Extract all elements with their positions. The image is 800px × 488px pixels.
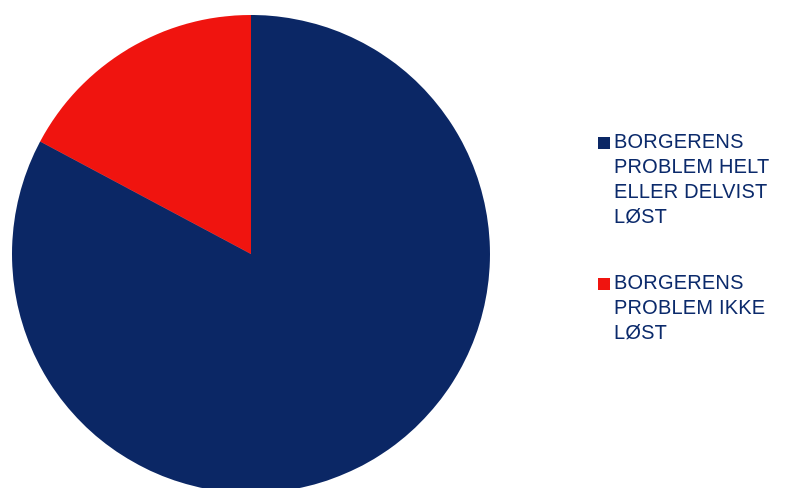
legend-label-problem-solved: BORGERENS PROBLEM HELT ELLER DELVIST LØS… bbox=[614, 131, 770, 228]
legend-item-problem-solved: BORGERENS PROBLEM HELT ELLER DELVIST LØS… bbox=[598, 130, 798, 230]
legend-swatch-problem-not-solved bbox=[598, 278, 610, 290]
legend-item-problem-not-solved: BORGERENS PROBLEM IKKE LØST bbox=[598, 271, 798, 346]
pie-slice-problem-solved bbox=[12, 15, 490, 488]
legend-swatch-problem-solved bbox=[598, 137, 610, 149]
legend-label-problem-not-solved: BORGERENS PROBLEM IKKE LØST bbox=[614, 272, 766, 344]
pie-chart bbox=[12, 14, 490, 488]
pie-slice-problem-not-solved bbox=[40, 14, 251, 255]
chart-legend: BORGERENS PROBLEM HELT ELLER DELVIST LØS… bbox=[598, 130, 798, 387]
